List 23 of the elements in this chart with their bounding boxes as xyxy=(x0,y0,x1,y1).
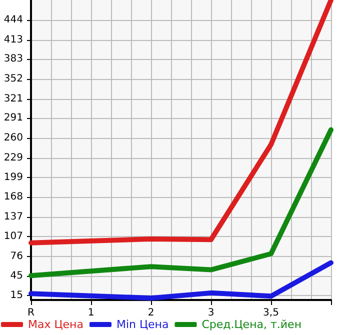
y-tick-label: 45 xyxy=(10,270,23,282)
legend-label: Max Цена xyxy=(28,318,84,331)
y-tick-label: 137 xyxy=(4,212,23,223)
y-tick-label: 229 xyxy=(4,152,23,164)
x-tick-label: 3,5 xyxy=(263,308,279,318)
y-tick-label: 199 xyxy=(4,172,23,183)
y-tick-label: 291 xyxy=(4,112,23,124)
y-tick-label: 168 xyxy=(4,192,23,203)
y-tick-label: 413 xyxy=(4,34,23,46)
x-tick-label: 2 xyxy=(148,308,154,318)
legend-label: Min Цена xyxy=(116,318,169,331)
y-tick-label: 107 xyxy=(4,230,23,242)
x-tick-label: 1 xyxy=(88,308,94,318)
y-tick-label: 15 xyxy=(10,290,23,302)
x-tick-label: 3 xyxy=(208,308,214,318)
y-tick-label: 383 xyxy=(4,54,23,65)
y-tick-label: 321 xyxy=(4,93,23,104)
y-tick-label: 444 xyxy=(4,14,23,26)
y-tick-label: 76 xyxy=(10,250,23,262)
x-tick-label: R xyxy=(28,308,35,318)
y-tick-label: 352 xyxy=(4,74,23,85)
y-tick-label: 260 xyxy=(4,132,23,144)
legend-label: Сред.Цена, т.йен xyxy=(202,318,302,331)
